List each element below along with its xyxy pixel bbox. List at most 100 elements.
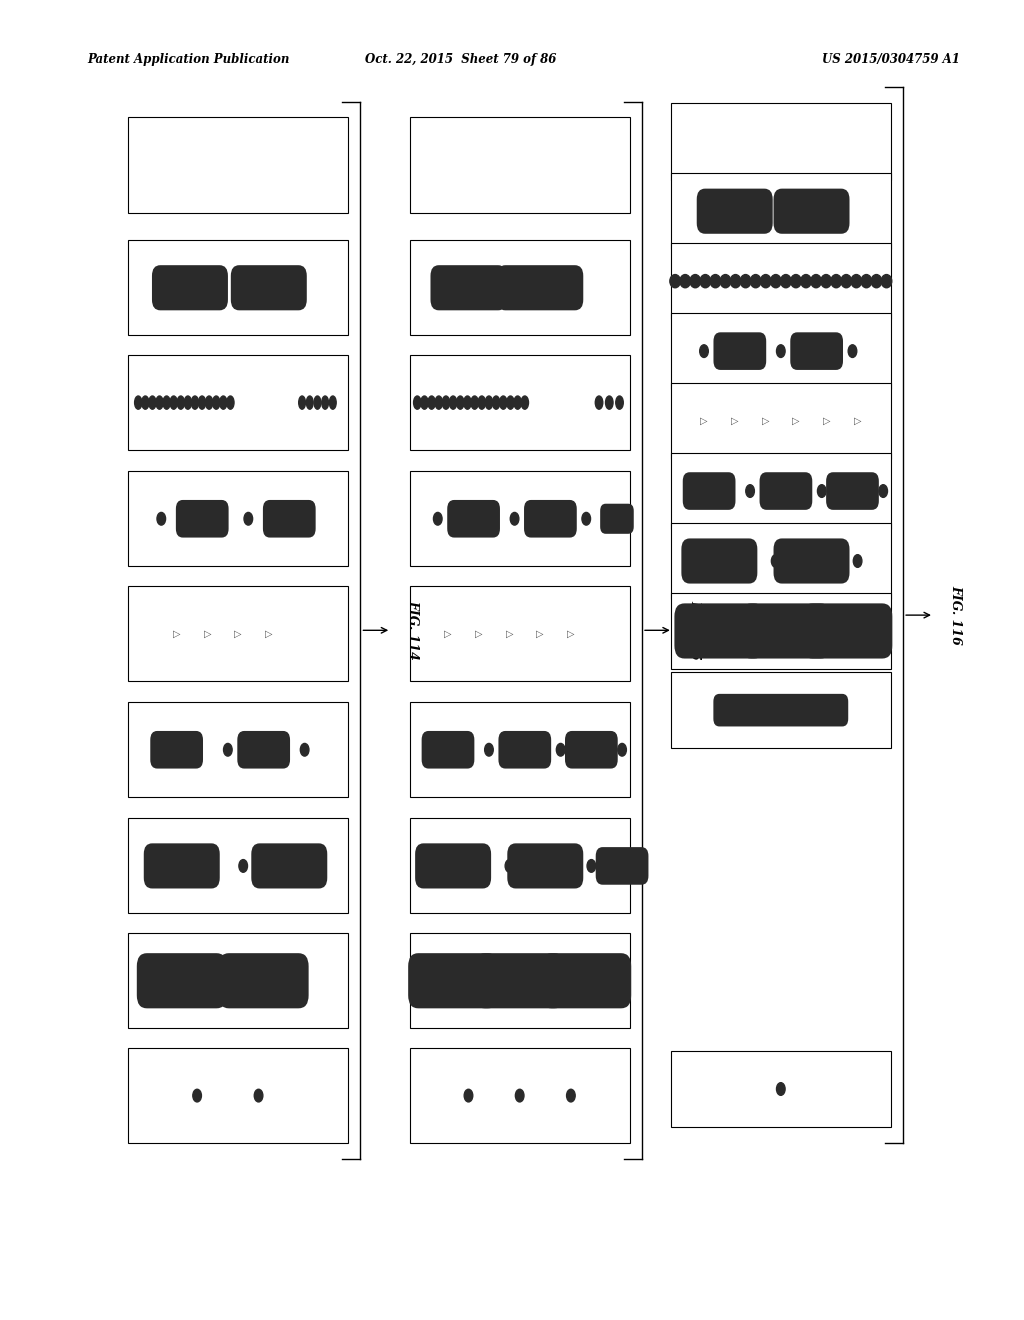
FancyBboxPatch shape bbox=[263, 500, 315, 537]
FancyBboxPatch shape bbox=[671, 243, 891, 319]
Text: FIG. 115: FIG. 115 bbox=[688, 601, 701, 660]
Ellipse shape bbox=[605, 396, 613, 409]
Ellipse shape bbox=[148, 396, 156, 409]
Ellipse shape bbox=[464, 1089, 473, 1102]
Ellipse shape bbox=[493, 396, 500, 409]
FancyBboxPatch shape bbox=[760, 473, 812, 510]
FancyBboxPatch shape bbox=[410, 1048, 630, 1143]
FancyBboxPatch shape bbox=[128, 933, 348, 1028]
FancyBboxPatch shape bbox=[128, 240, 348, 335]
FancyBboxPatch shape bbox=[128, 586, 348, 681]
Ellipse shape bbox=[435, 396, 442, 409]
FancyBboxPatch shape bbox=[251, 843, 328, 888]
FancyBboxPatch shape bbox=[137, 953, 226, 1008]
Ellipse shape bbox=[514, 396, 521, 409]
FancyBboxPatch shape bbox=[671, 173, 891, 249]
Ellipse shape bbox=[761, 275, 771, 288]
Ellipse shape bbox=[776, 1082, 785, 1096]
Ellipse shape bbox=[141, 396, 148, 409]
Ellipse shape bbox=[505, 859, 514, 873]
Text: ▷: ▷ bbox=[506, 628, 513, 639]
FancyBboxPatch shape bbox=[152, 265, 228, 310]
Ellipse shape bbox=[811, 275, 821, 288]
Text: ▷: ▷ bbox=[793, 416, 800, 426]
Ellipse shape bbox=[191, 396, 199, 409]
FancyBboxPatch shape bbox=[741, 603, 830, 659]
Ellipse shape bbox=[421, 396, 428, 409]
Ellipse shape bbox=[791, 275, 801, 288]
FancyBboxPatch shape bbox=[143, 843, 220, 888]
Ellipse shape bbox=[322, 396, 329, 409]
Ellipse shape bbox=[300, 743, 309, 756]
Ellipse shape bbox=[680, 275, 690, 288]
FancyBboxPatch shape bbox=[671, 103, 891, 180]
Text: ▷: ▷ bbox=[537, 628, 544, 639]
Ellipse shape bbox=[306, 396, 313, 409]
Ellipse shape bbox=[184, 396, 191, 409]
Ellipse shape bbox=[848, 345, 857, 358]
FancyBboxPatch shape bbox=[696, 189, 773, 234]
FancyBboxPatch shape bbox=[681, 539, 758, 583]
Ellipse shape bbox=[507, 396, 514, 409]
FancyBboxPatch shape bbox=[238, 731, 290, 768]
FancyBboxPatch shape bbox=[497, 265, 584, 310]
FancyBboxPatch shape bbox=[542, 953, 631, 1008]
Ellipse shape bbox=[841, 275, 852, 288]
Text: ▷: ▷ bbox=[173, 628, 180, 639]
Ellipse shape bbox=[484, 743, 494, 756]
Ellipse shape bbox=[510, 512, 519, 525]
FancyBboxPatch shape bbox=[675, 603, 764, 659]
Ellipse shape bbox=[163, 396, 170, 409]
FancyBboxPatch shape bbox=[671, 593, 891, 669]
FancyBboxPatch shape bbox=[410, 933, 630, 1028]
FancyBboxPatch shape bbox=[671, 1051, 891, 1127]
Ellipse shape bbox=[457, 396, 464, 409]
Text: ▷: ▷ bbox=[823, 416, 830, 426]
Ellipse shape bbox=[206, 396, 213, 409]
Text: ▷: ▷ bbox=[762, 416, 769, 426]
Ellipse shape bbox=[566, 1089, 575, 1102]
Ellipse shape bbox=[699, 345, 709, 358]
Text: ▷: ▷ bbox=[204, 628, 211, 639]
Ellipse shape bbox=[254, 1089, 263, 1102]
Ellipse shape bbox=[776, 345, 785, 358]
FancyBboxPatch shape bbox=[128, 818, 348, 913]
Text: ▷: ▷ bbox=[444, 628, 452, 639]
FancyBboxPatch shape bbox=[773, 539, 850, 583]
Ellipse shape bbox=[770, 275, 781, 288]
Ellipse shape bbox=[582, 512, 591, 525]
FancyBboxPatch shape bbox=[410, 471, 630, 566]
Text: ▷: ▷ bbox=[475, 628, 482, 639]
FancyBboxPatch shape bbox=[219, 953, 308, 1008]
FancyBboxPatch shape bbox=[826, 473, 879, 510]
Text: ▷: ▷ bbox=[567, 628, 574, 639]
Ellipse shape bbox=[239, 859, 248, 873]
FancyBboxPatch shape bbox=[128, 1048, 348, 1143]
Ellipse shape bbox=[821, 275, 831, 288]
Text: ▷: ▷ bbox=[854, 416, 861, 426]
Ellipse shape bbox=[595, 396, 603, 409]
Ellipse shape bbox=[830, 275, 842, 288]
FancyBboxPatch shape bbox=[128, 471, 348, 566]
FancyBboxPatch shape bbox=[671, 672, 891, 748]
Ellipse shape bbox=[879, 484, 888, 498]
FancyBboxPatch shape bbox=[499, 731, 551, 768]
Ellipse shape bbox=[615, 396, 624, 409]
Ellipse shape bbox=[700, 275, 711, 288]
FancyBboxPatch shape bbox=[409, 953, 498, 1008]
Text: ▷: ▷ bbox=[234, 628, 242, 639]
Ellipse shape bbox=[851, 275, 861, 288]
Ellipse shape bbox=[861, 275, 871, 288]
Ellipse shape bbox=[244, 512, 253, 525]
Ellipse shape bbox=[670, 275, 680, 288]
Ellipse shape bbox=[500, 396, 507, 409]
Ellipse shape bbox=[521, 396, 528, 409]
Ellipse shape bbox=[170, 396, 177, 409]
Ellipse shape bbox=[220, 396, 227, 409]
FancyBboxPatch shape bbox=[671, 313, 891, 389]
Text: FIG. 114: FIG. 114 bbox=[407, 601, 420, 660]
Ellipse shape bbox=[314, 396, 321, 409]
FancyBboxPatch shape bbox=[596, 847, 648, 884]
Ellipse shape bbox=[730, 275, 740, 288]
FancyBboxPatch shape bbox=[475, 953, 564, 1008]
